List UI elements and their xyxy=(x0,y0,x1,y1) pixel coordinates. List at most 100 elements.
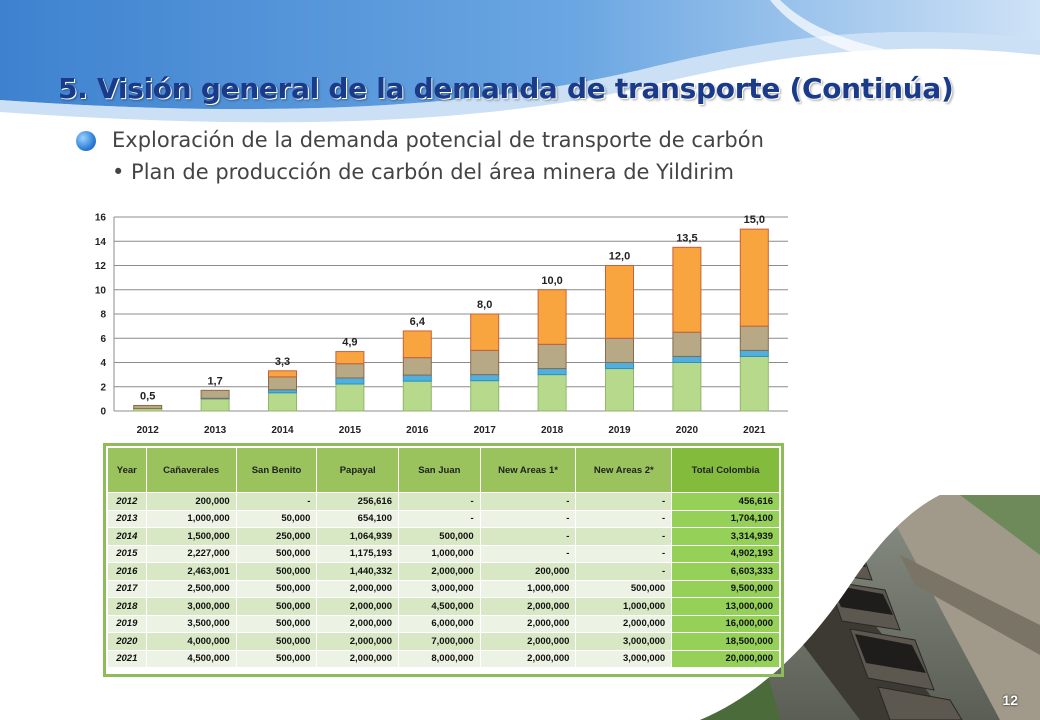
table-total-cell: 456,616 xyxy=(671,492,780,511)
table-year-cell: 2012 xyxy=(107,492,147,511)
coal-train-photo xyxy=(700,495,1040,720)
table-cell: 256,616 xyxy=(316,492,399,511)
table-year-cell: 2016 xyxy=(107,562,147,581)
table-cell: 1,000,000 xyxy=(479,579,577,598)
bar-segment xyxy=(470,380,500,412)
table-total-cell: 3,314,939 xyxy=(671,527,780,546)
data-label: 3,3 xyxy=(275,356,290,368)
bar-segment xyxy=(739,228,769,327)
bar-segment xyxy=(605,265,634,339)
bar-segment xyxy=(672,362,702,412)
table-year-cell: 2020 xyxy=(107,632,147,651)
bar-segment xyxy=(672,355,702,363)
table-total-cell: 6,603,333 xyxy=(671,562,780,581)
slide-title: 5. Visión general de la demanda de trans… xyxy=(58,72,954,105)
table-cell: 500,000 xyxy=(235,649,318,668)
bar-segment xyxy=(200,389,230,399)
bar-segment xyxy=(268,370,297,378)
table-cell: 3,000,000 xyxy=(398,579,481,598)
table-cell: 2,000,000 xyxy=(479,614,577,633)
x-tick-label: 2020 xyxy=(676,425,699,436)
table-cell: 1,175,193 xyxy=(316,544,399,563)
bar-segment xyxy=(470,313,500,351)
header-swoosh-background xyxy=(0,0,1040,123)
table-row: 2019 3,500,000 500,000 2,000,000 6,000,000 2,… xyxy=(107,614,780,633)
y-tick-label: 8 xyxy=(100,310,106,321)
table-cell: 1,000,000 xyxy=(575,597,673,616)
table-cell: 4,500,000 xyxy=(398,597,481,616)
table-year-cell: 2013 xyxy=(107,509,147,528)
bar-segment xyxy=(537,289,567,345)
table-cell: - xyxy=(575,492,673,511)
table-row: 2013 1,000,000 50,000 654,100- - -1,704,100 xyxy=(107,509,780,528)
table-cell: 500,000 xyxy=(235,614,318,633)
table-header-cell: San Juan xyxy=(398,447,481,493)
bar-segment xyxy=(605,337,634,363)
page-number: 12 xyxy=(1002,692,1018,708)
table-cell: 2,000,000 xyxy=(479,649,577,668)
table-cell: 500,000 xyxy=(575,579,673,598)
table-cell: 3,000,000 xyxy=(575,649,673,668)
table-year-cell: 2017 xyxy=(107,579,147,598)
bar-segment xyxy=(605,362,634,370)
table-cell: 2,000,000 xyxy=(316,597,399,616)
table-cell: 200,000 xyxy=(145,492,237,511)
table-cell: 1,000,000 xyxy=(398,544,481,563)
bar-segment xyxy=(605,368,634,412)
x-tick-label: 2013 xyxy=(204,425,227,436)
y-tick-label: 6 xyxy=(100,334,106,345)
table-cell: - xyxy=(479,544,577,563)
table-total-cell: 18,500,000 xyxy=(671,632,780,651)
table-cell: 2,500,000 xyxy=(145,579,237,598)
data-label: 0,5 xyxy=(140,390,155,402)
bar-segment xyxy=(402,330,432,359)
table-cell: 500,000 xyxy=(235,632,318,651)
data-label: 10,0 xyxy=(541,275,562,287)
bar-segment xyxy=(402,380,432,412)
table-cell: 4,500,000 xyxy=(145,649,237,668)
table-cell: - xyxy=(479,527,577,546)
table-year-cell: 2015 xyxy=(107,544,147,563)
production-stacked-bar-chart: 0 2 4 6 8 10 12 14 16 0,5 2012 1,7 2013 3,3 2014 4,9 201… xyxy=(95,213,788,436)
table-cell: 6,000,000 xyxy=(398,614,481,633)
table-cell: 500,000 xyxy=(235,597,318,616)
table-cell: 1,440,332 xyxy=(316,562,399,581)
table-cell: 3,000,000 xyxy=(575,632,673,651)
table-cell: - xyxy=(398,492,481,511)
table-cell: - xyxy=(398,509,481,528)
table-cell: - xyxy=(575,527,673,546)
bar-segment xyxy=(335,377,365,385)
table-cell: 3,500,000 xyxy=(145,614,237,633)
bar-segment xyxy=(739,355,769,412)
slide-subtitle: Exploración de la demanda potencial de t… xyxy=(112,128,764,152)
table-cell: 2,000,000 xyxy=(479,597,577,616)
table-row: 2015 2,227,000 500,000 1,175,193 1,000,000- -… xyxy=(107,544,780,563)
y-tick-label: 12 xyxy=(95,261,107,272)
table-cell: - xyxy=(479,509,577,528)
table-cell: 1,500,000 xyxy=(145,527,237,546)
x-tick-label: 2016 xyxy=(406,425,429,436)
table-row: 2018 3,000,000 500,000 2,000,000 4,500,000 2,… xyxy=(107,597,780,616)
production-table: Year Cañaverales San Benito Papayal San Juan… xyxy=(107,447,780,668)
table-header-cell: Year xyxy=(107,447,147,493)
table-cell: 1,064,939 xyxy=(316,527,399,546)
bar-segment xyxy=(268,392,297,412)
table-cell: 500,000 xyxy=(235,579,318,598)
bar-segment xyxy=(537,374,567,412)
table-cell: 2,000,000 xyxy=(316,614,399,633)
bar-segment xyxy=(470,349,500,376)
bar-segment xyxy=(739,325,769,351)
table-row: 2021 4,500,000 500,000 2,000,000 8,000,000 2,… xyxy=(107,649,780,668)
table-cell: 2,463,001 xyxy=(145,562,237,581)
bullet-circle-icon xyxy=(76,131,96,151)
table-cell: - xyxy=(575,544,673,563)
data-label: 15,0 xyxy=(744,214,765,226)
bar-segment xyxy=(672,331,702,357)
table-cell: - xyxy=(575,562,673,581)
x-tick-label: 2017 xyxy=(474,425,497,436)
table-cell: 500,000 xyxy=(235,544,318,563)
table-cell: 2,227,000 xyxy=(145,544,237,563)
bar-segment xyxy=(402,374,432,382)
table-row: 2012 200,000-256,616- - -456,616 xyxy=(107,492,780,511)
table-cell: 3,000,000 xyxy=(145,597,237,616)
